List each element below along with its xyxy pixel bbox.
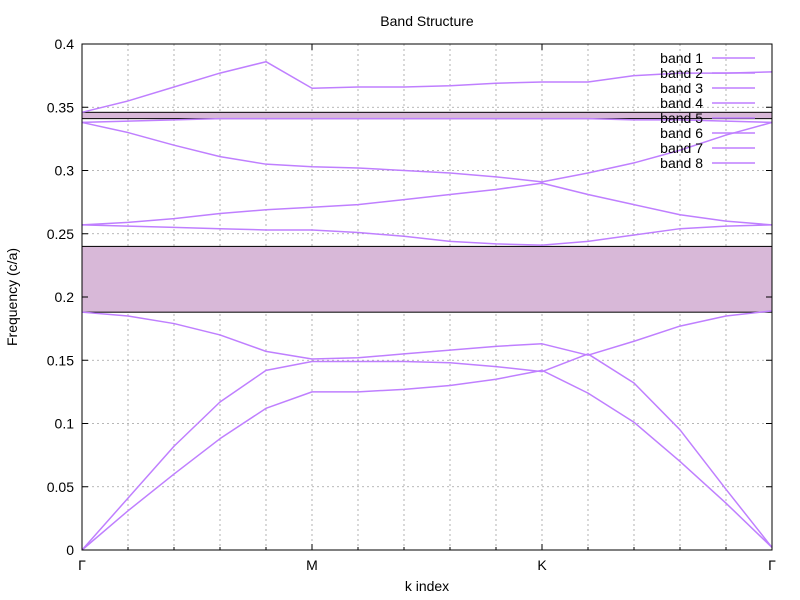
x-tick-label: Γ (768, 557, 776, 573)
band-gap-region (81, 245, 773, 313)
y-tick-label: 0.25 (47, 226, 74, 242)
y-tick-label: 0.3 (55, 163, 75, 179)
legend-label: band 1 (660, 50, 703, 66)
legend-label: band 7 (660, 140, 703, 156)
band-lines (81, 60, 773, 551)
band-line-7 (81, 117, 773, 124)
legend-label: band 5 (660, 110, 703, 126)
x-tick-label: K (537, 557, 547, 573)
y-tick-label: 0.35 (47, 99, 74, 115)
band-line-3 (81, 310, 773, 360)
axis-ticks: 0 0.05 0.1 0.15 0.2 0.25 0.3 0.35 0.4 Γ M K Γ (47, 36, 776, 573)
legend-label: band 3 (660, 80, 703, 96)
y-tick-label: 0.15 (47, 352, 74, 368)
y-tick-label: 0.05 (47, 479, 74, 495)
y-tick-label: 0 (66, 542, 74, 558)
x-axis-label: k index (405, 578, 449, 594)
y-tick-label: 0.1 (55, 416, 75, 432)
band-line-8 (81, 60, 773, 114)
y-axis-label: Frequency (c/a) (4, 248, 20, 346)
legend-label: band 2 (660, 65, 703, 81)
x-tick-label: M (306, 557, 318, 573)
band-line-2 (81, 353, 773, 551)
band-gaps (81, 111, 773, 313)
y-tick-label: 0.2 (55, 289, 75, 305)
band-line-4 (81, 224, 773, 246)
band-line-5 (81, 182, 773, 226)
legend-label: band 6 (660, 125, 703, 141)
legend-label: band 8 (660, 155, 703, 171)
legend-label: band 4 (660, 95, 703, 111)
band-line-1 (81, 369, 773, 551)
band-line-6 (81, 121, 773, 183)
grid-lines (82, 44, 772, 550)
y-tick-label: 0.4 (55, 36, 75, 52)
chart-title: Band Structure (380, 13, 474, 29)
x-tick-label: Γ (78, 557, 86, 573)
